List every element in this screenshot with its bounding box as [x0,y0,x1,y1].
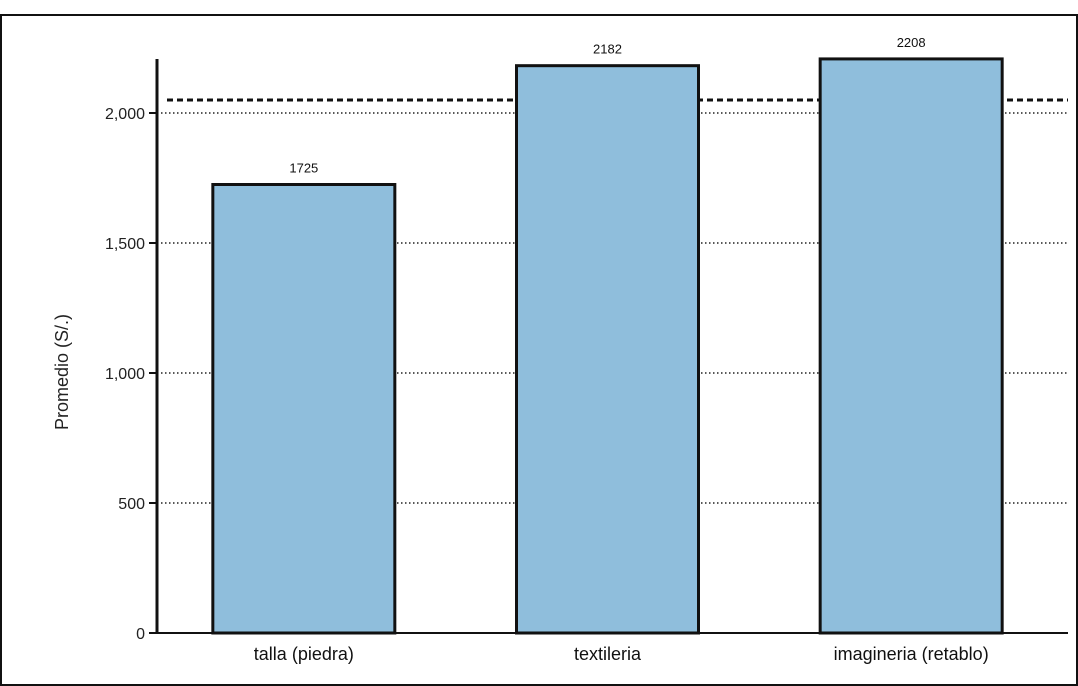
bar [515,64,700,635]
y-tick-label: 500 [118,496,145,513]
bar [211,183,397,635]
y-axis [149,59,1068,634]
y-axis-title: Promedio (S/.) [52,314,72,430]
x-tick-label: talla (piedra) [254,644,354,664]
y-tick-label: 1,000 [105,366,145,383]
y-tick-label: 0 [136,626,145,643]
data-label: 2182 [593,42,622,57]
x-tick-label: imagineria (retablo) [834,644,989,664]
x-tick-label: textileria [574,644,642,664]
y-tick-label: 2,000 [105,106,145,123]
data-label: 1725 [289,161,318,176]
bar [818,57,1004,635]
y-tick-label: 1,500 [105,236,145,253]
labels: 1725 talla (piedra) 2182 textileria 2208 imag… [105,35,989,664]
data-label: 2208 [897,35,926,50]
